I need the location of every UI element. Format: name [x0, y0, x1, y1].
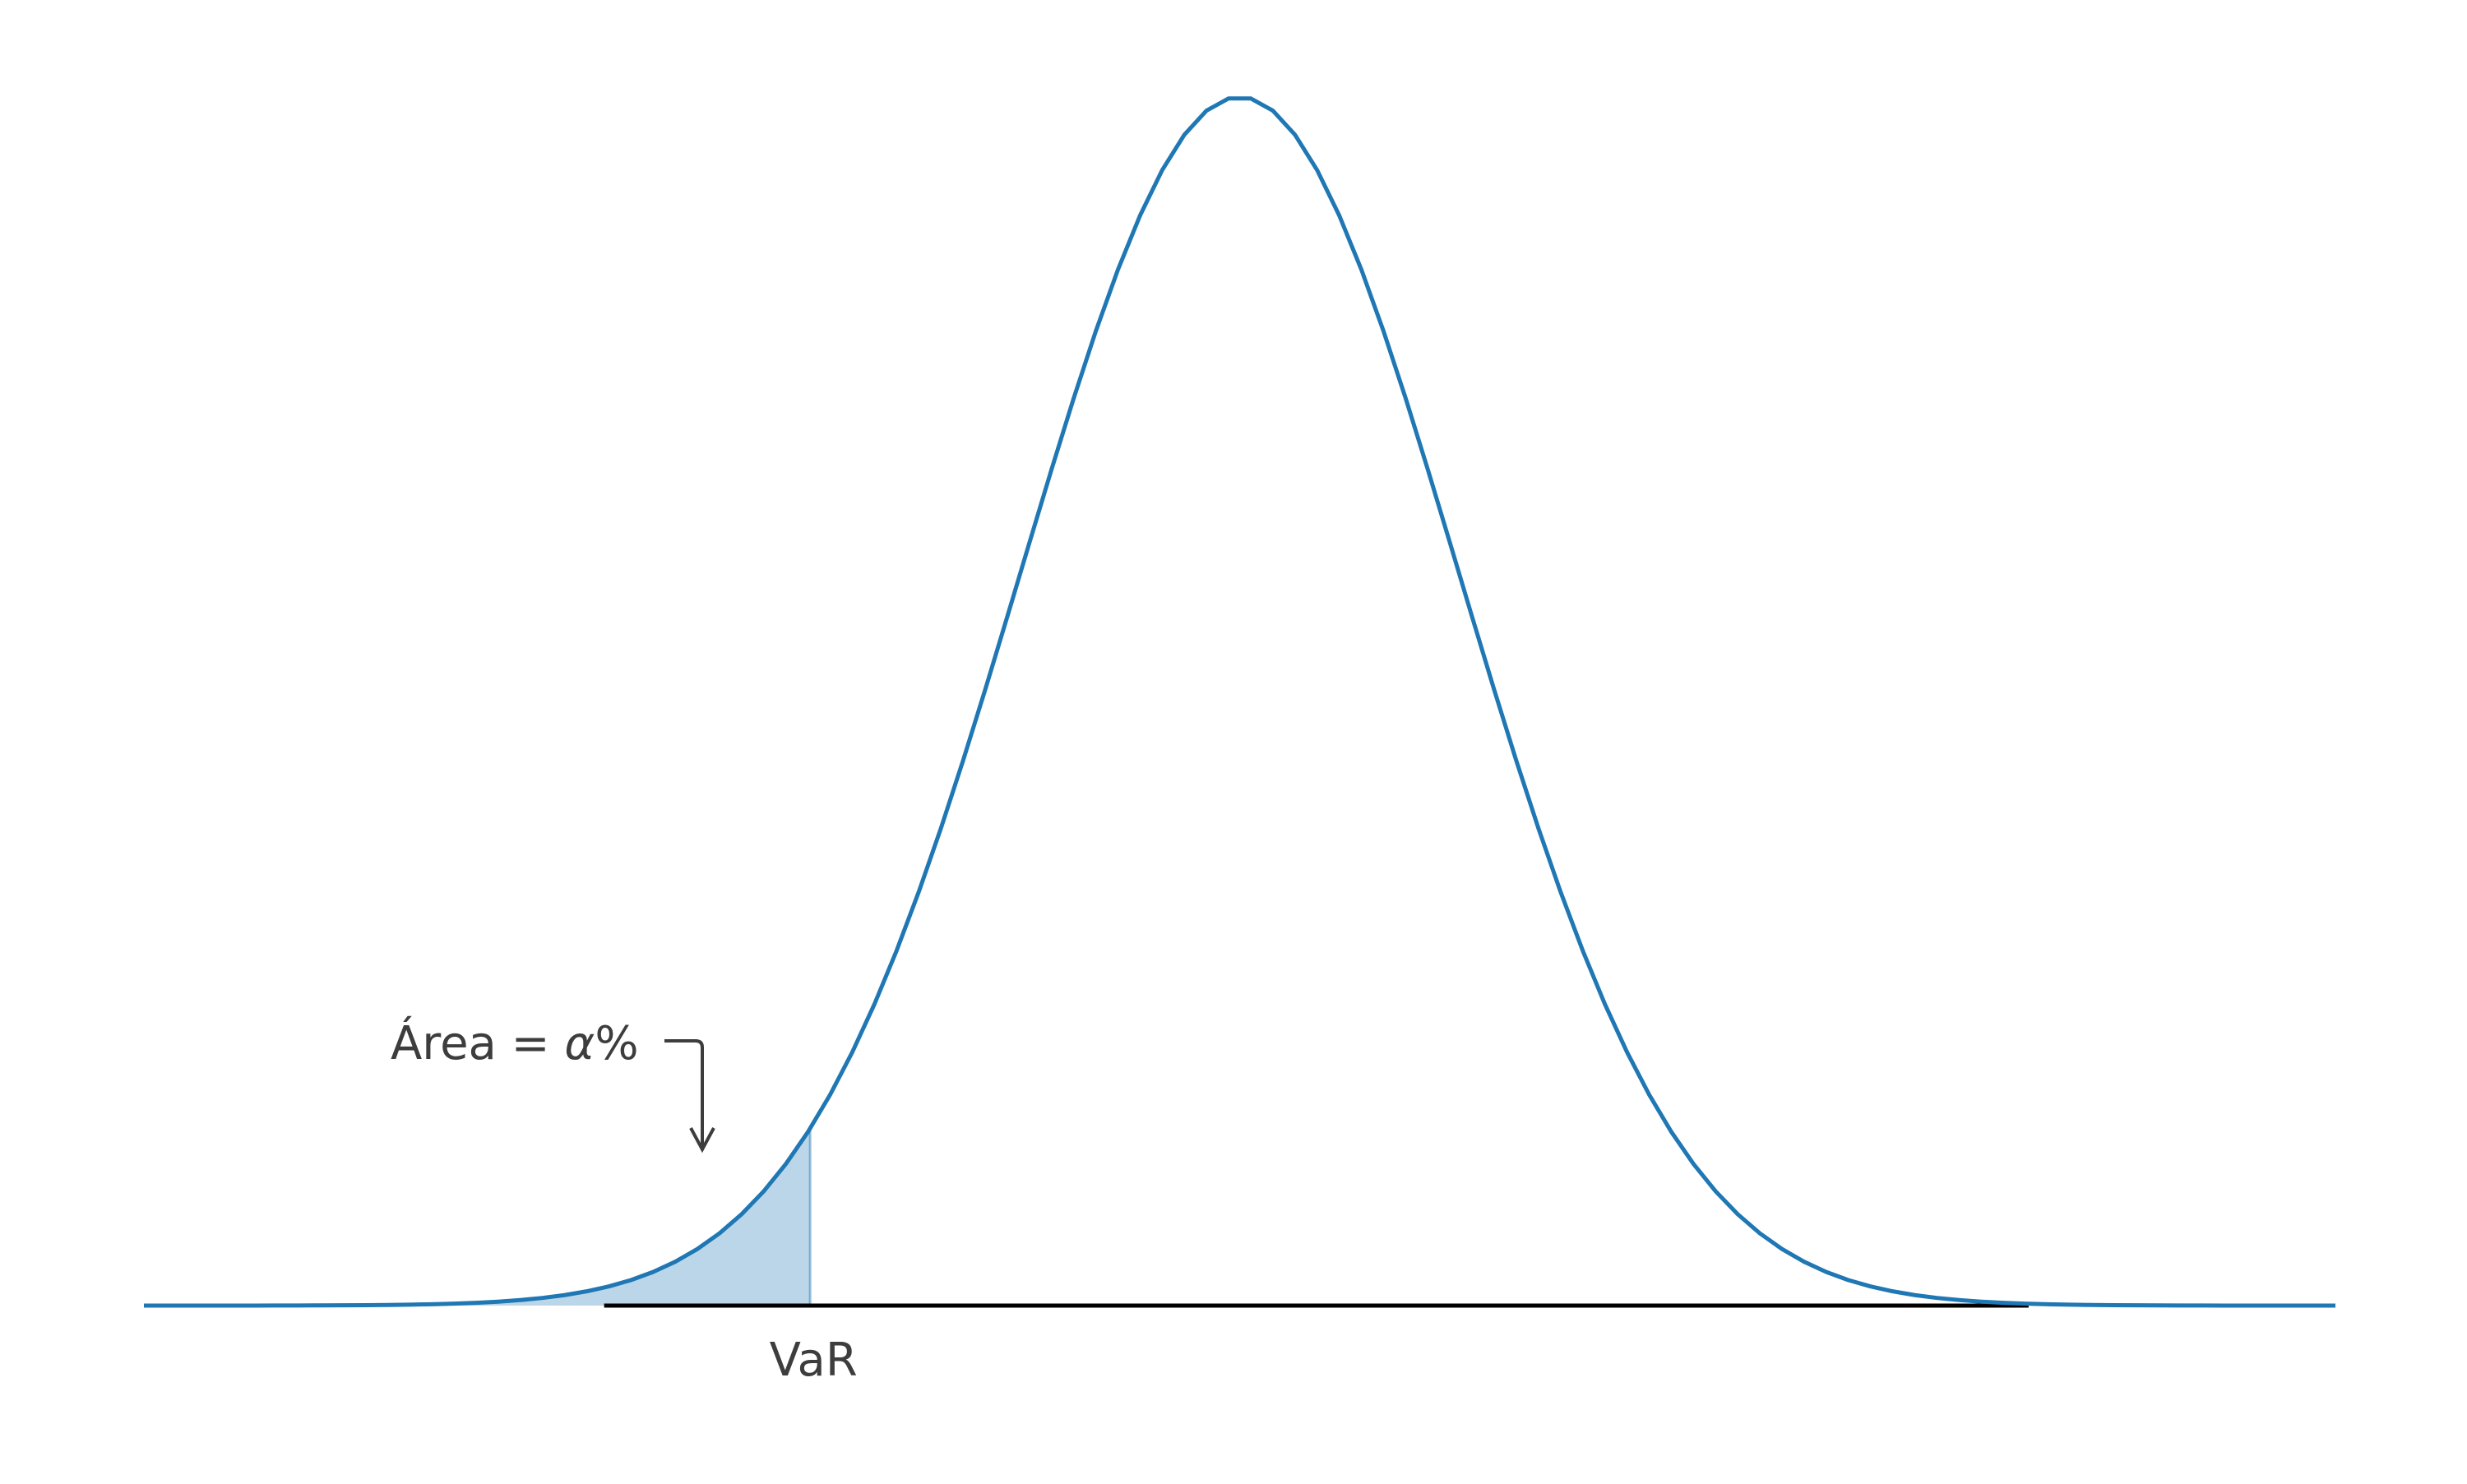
- area-annotation-suffix: %: [595, 1017, 638, 1070]
- area-annotation-prefix: Área =: [391, 1017, 564, 1070]
- tail-area-shading: [144, 1128, 811, 1306]
- area-annotation-symbol: α: [564, 1017, 595, 1070]
- area-annotation: Área = α%: [391, 1017, 639, 1070]
- arrow-head-icon: [689, 1127, 715, 1153]
- annotation-arrow: [664, 1039, 704, 1146]
- var-label: VaR: [770, 1334, 858, 1387]
- density-curve: [144, 96, 2335, 1308]
